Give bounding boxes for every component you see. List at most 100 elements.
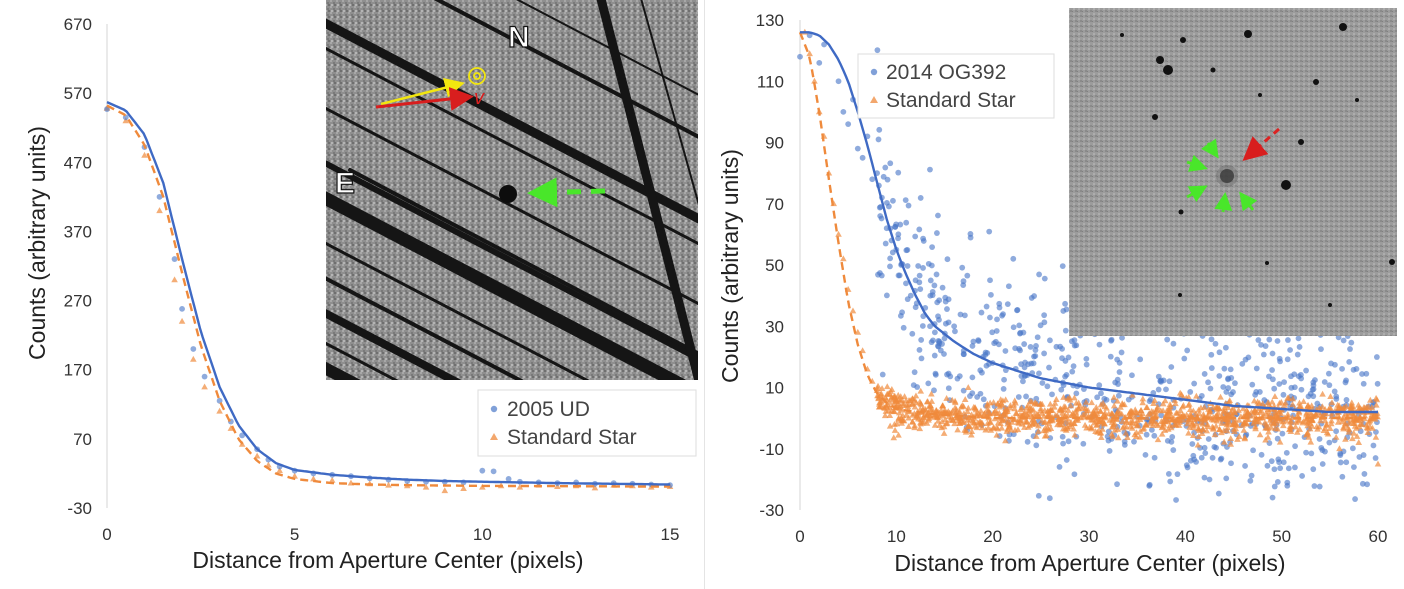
right-data-point (1111, 420, 1118, 427)
right-data-point (1342, 435, 1349, 442)
right-data-point (1005, 283, 1012, 290)
right-data-point (1163, 406, 1171, 413)
right-data-point (1259, 400, 1266, 407)
left-data-point (422, 483, 430, 490)
right-data-point (1333, 428, 1340, 435)
right-data-point (1159, 400, 1167, 407)
left-legend-label-2005-ud: 2005 UD (507, 398, 590, 421)
right-data-point (1277, 358, 1284, 365)
right-data-point (980, 396, 987, 403)
right-data-point (941, 416, 949, 423)
right-data-point (1225, 385, 1232, 391)
right-data-point (897, 312, 904, 319)
right-data-point (1059, 263, 1066, 269)
left-legend: 2005 UD Standard Star (477, 389, 697, 457)
left-y-tick-label: 470 (64, 153, 92, 172)
right-data-point (1046, 495, 1053, 502)
right-data-point (1171, 396, 1179, 403)
right-data-point (1333, 393, 1340, 400)
right-data-point (1316, 436, 1323, 442)
right-data-point (1353, 366, 1360, 372)
right-data-point (942, 320, 949, 327)
right-data-point (1037, 405, 1045, 412)
right-data-point (920, 413, 928, 420)
right-data-point (1208, 365, 1215, 371)
right-data-point (1242, 463, 1248, 469)
right-data-point (1205, 436, 1212, 442)
right-data-point (1258, 451, 1265, 458)
right-data-point (903, 280, 909, 287)
left-data-point (171, 276, 178, 283)
right-data-point (964, 404, 972, 411)
right-data-point (1303, 449, 1309, 456)
right-x-axis-title: Distance from Aperture Center (pixels) (894, 550, 1285, 576)
right-data-point (869, 176, 876, 183)
right-data-point (1070, 425, 1077, 432)
right-data-point (1097, 434, 1105, 440)
right-data-point (1134, 417, 1141, 424)
right-data-point (1065, 438, 1072, 445)
right-legend: 2014 OG392 Standard Star (857, 53, 1055, 119)
right-data-point (1071, 342, 1078, 349)
right-data-point (1005, 418, 1012, 425)
right-data-point (1057, 407, 1064, 414)
right-data-point (1087, 425, 1095, 432)
right-data-point (993, 328, 1000, 334)
right-data-point (1203, 427, 1211, 434)
right-data-point (902, 197, 909, 203)
right-data-point (1041, 350, 1048, 357)
right-data-point (1142, 451, 1149, 458)
right-data-point (886, 422, 894, 429)
right-data-point (1223, 421, 1231, 428)
right-data-point (1071, 471, 1078, 478)
right-data-point (1189, 419, 1196, 426)
left-data-point (328, 476, 336, 483)
right-data-point (888, 386, 896, 392)
right-data-point (1216, 349, 1223, 356)
right-data-point (923, 412, 930, 419)
right-data-point (874, 392, 881, 399)
right-data-point (1021, 408, 1028, 415)
right-data-point (1062, 327, 1069, 334)
right-data-point (1206, 408, 1214, 415)
right-data-point (890, 393, 898, 400)
right-data-point (1063, 371, 1070, 378)
right-data-point (876, 126, 883, 133)
right-data-point (1286, 422, 1294, 429)
right-data-point (1147, 396, 1154, 403)
right-data-point (1155, 373, 1162, 380)
right-data-point (1060, 393, 1067, 400)
right-data-point (897, 221, 904, 228)
right-data-point (918, 355, 925, 362)
right-data-point (1079, 404, 1087, 411)
right-data-point (885, 407, 892, 414)
right-data-point (1012, 345, 1019, 352)
right-data-point (1155, 386, 1162, 393)
right-data-point (896, 272, 903, 279)
right-data-point (1199, 420, 1207, 427)
right-data-point (835, 230, 842, 237)
right-data-point (897, 397, 904, 404)
right-data-point (1137, 356, 1144, 363)
right-series-standard-star (801, 28, 1382, 467)
right-data-point (1343, 377, 1349, 384)
right-data-point (1164, 416, 1171, 423)
right-data-point (1285, 394, 1293, 401)
right-data-point (929, 244, 936, 250)
right-data-point (1211, 444, 1218, 450)
right-data-point (945, 385, 952, 392)
right-data-point (1211, 431, 1219, 438)
right-data-point (1080, 440, 1087, 447)
right-data-point (994, 419, 1002, 426)
right-data-point (1114, 376, 1121, 383)
left-x-tick-label: 5 (290, 525, 299, 544)
right-data-point (1279, 430, 1286, 437)
right-data-point (1347, 402, 1354, 409)
right-data-point (891, 426, 899, 433)
right-data-point (1250, 397, 1258, 404)
right-data-point (1143, 431, 1150, 438)
right-data-point (1114, 481, 1120, 488)
right-data-point (883, 390, 891, 397)
right-data-point (887, 255, 894, 262)
right-data-point (1185, 393, 1193, 400)
